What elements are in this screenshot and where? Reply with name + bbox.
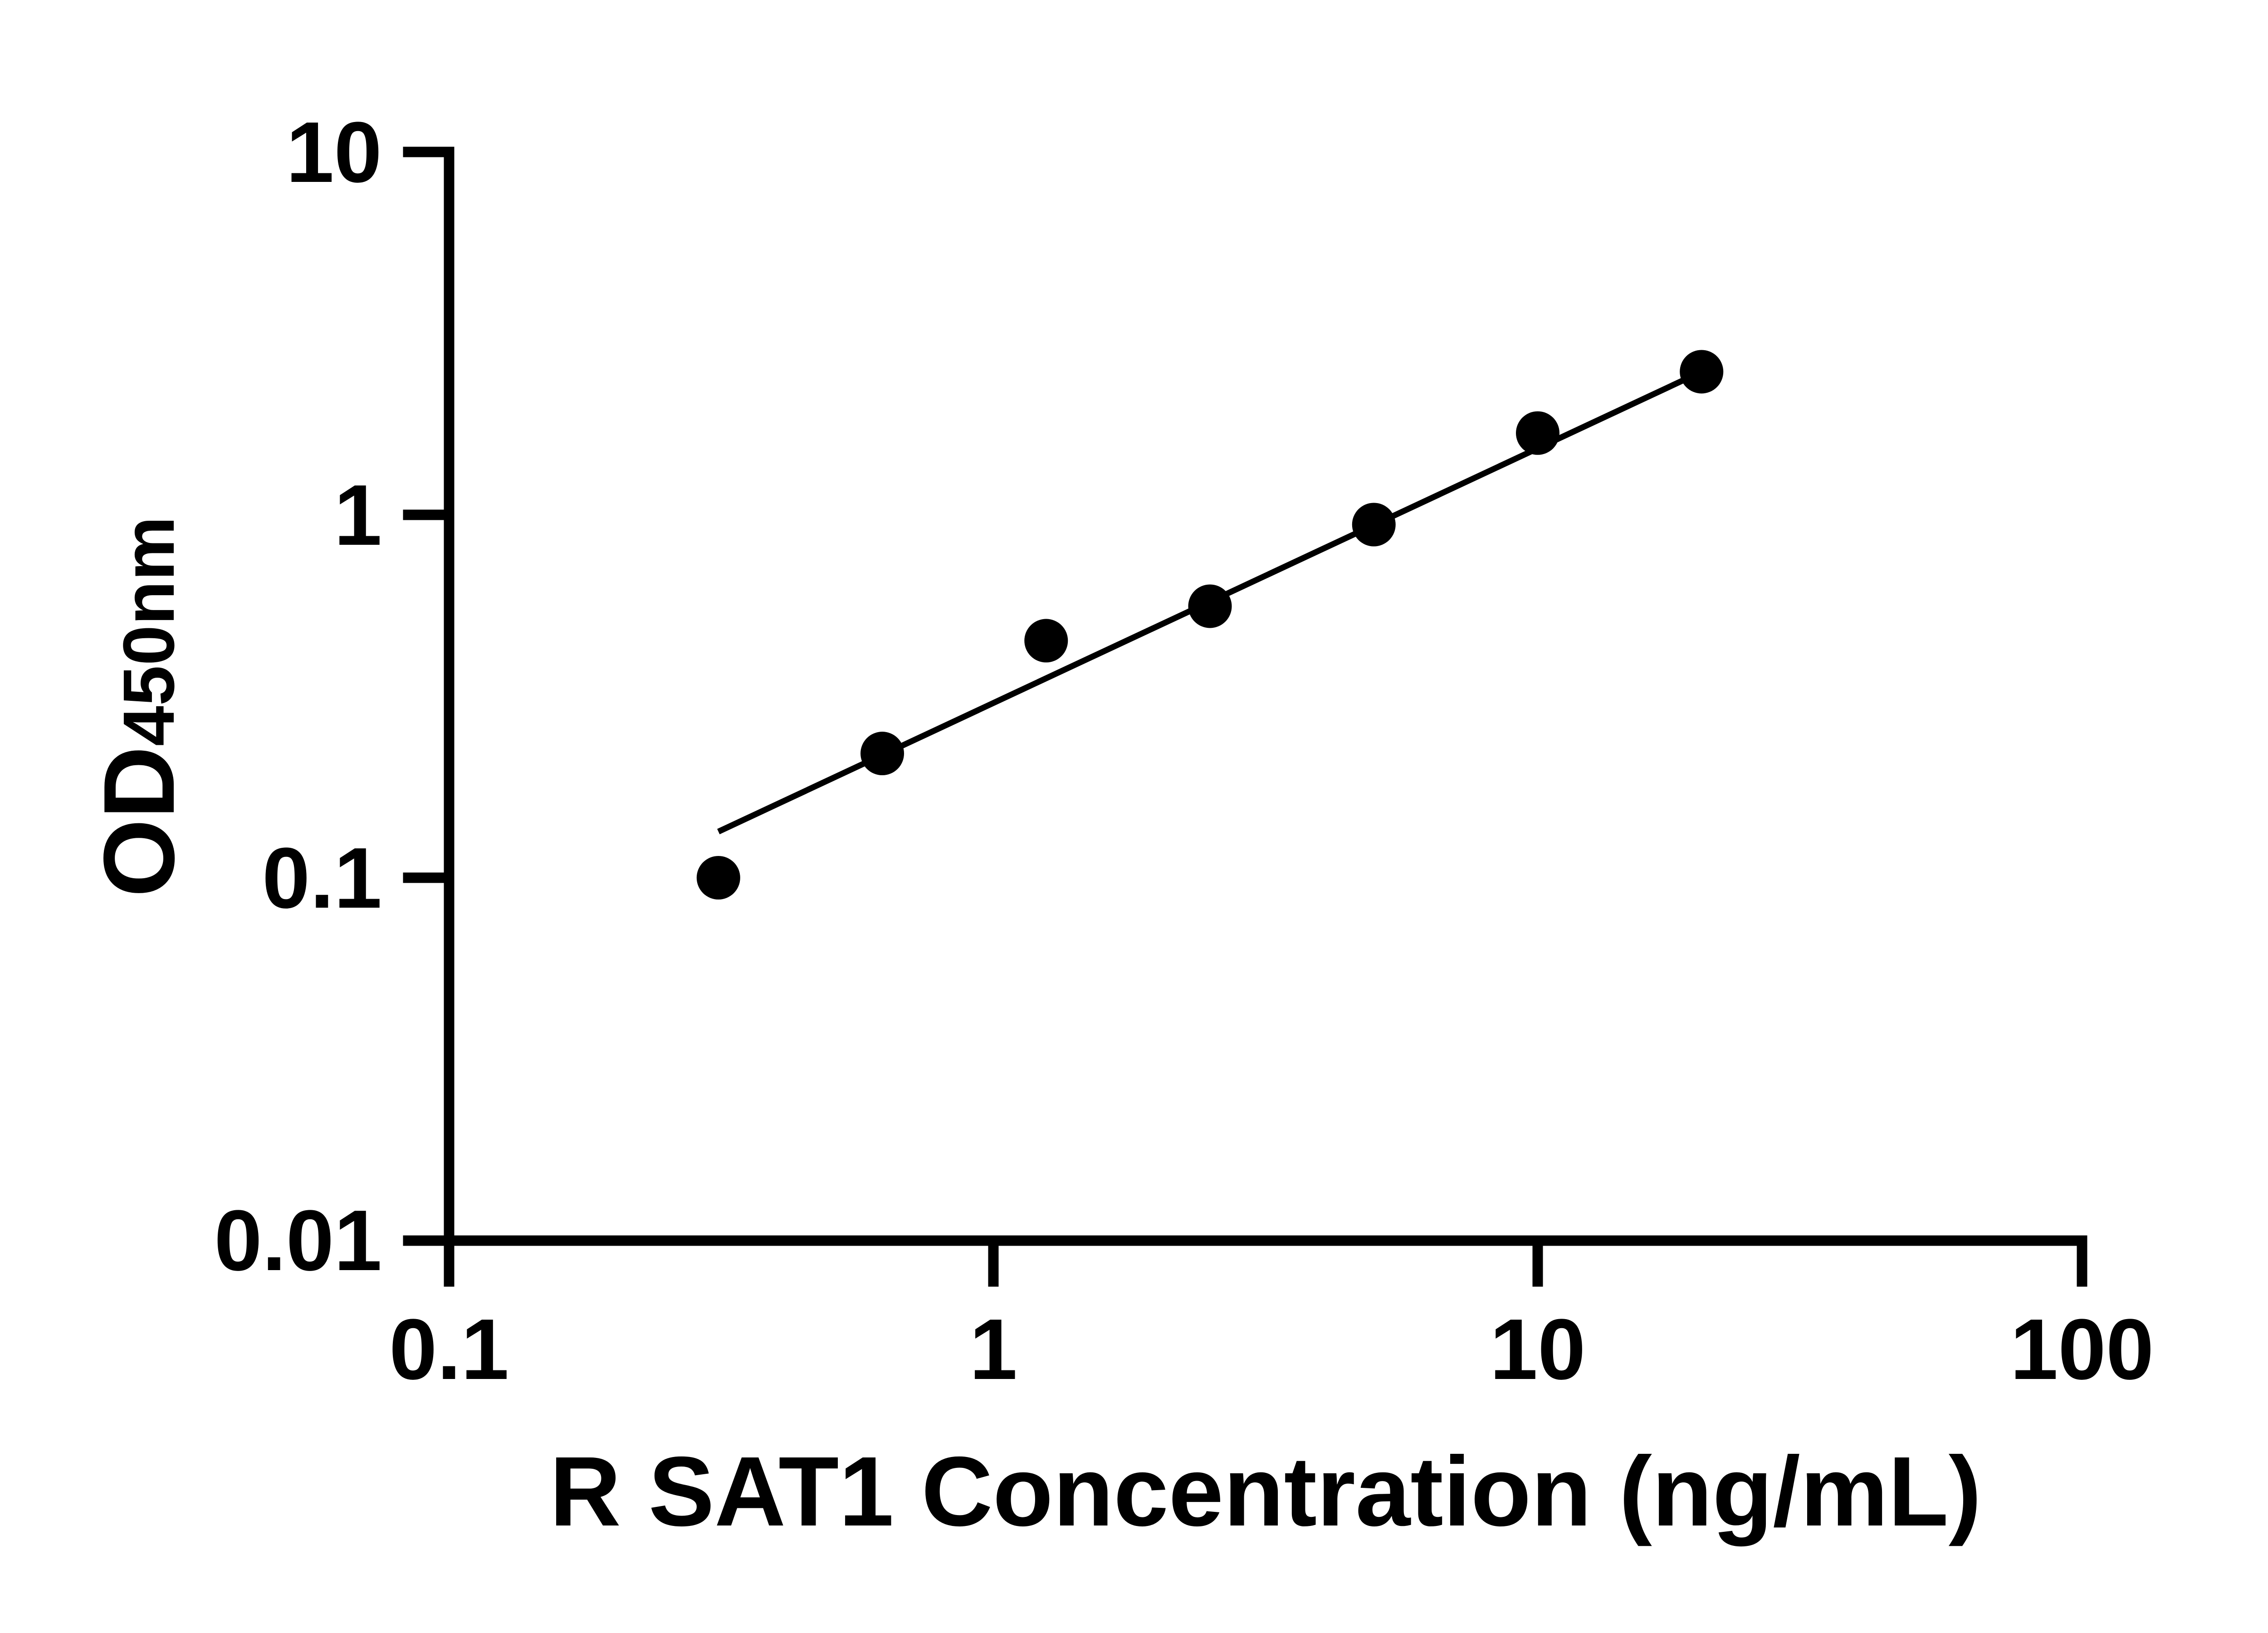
data-point [1188,584,1232,628]
data-point [696,856,740,900]
data-point [860,732,904,776]
x-axis-title: R SAT1 Concentration (ng/mL) [549,1437,1982,1547]
y-tick-label-0.1: 0.1 [262,830,382,926]
y-tick-label-0.01: 0.01 [214,1193,382,1289]
data-point [1680,350,1724,394]
y-tick-label-1: 1 [334,467,382,563]
data-point [1516,411,1559,455]
data-point [1024,619,1068,663]
data-point [1352,503,1396,547]
x-tick-label-10: 10 [1490,1301,1586,1398]
y-tick-label-10: 10 [286,104,382,200]
x-tick-label-100: 100 [2010,1301,2154,1398]
x-tick-label-1: 1 [969,1301,1017,1398]
x-tick-label-0.1: 0.1 [389,1301,509,1398]
